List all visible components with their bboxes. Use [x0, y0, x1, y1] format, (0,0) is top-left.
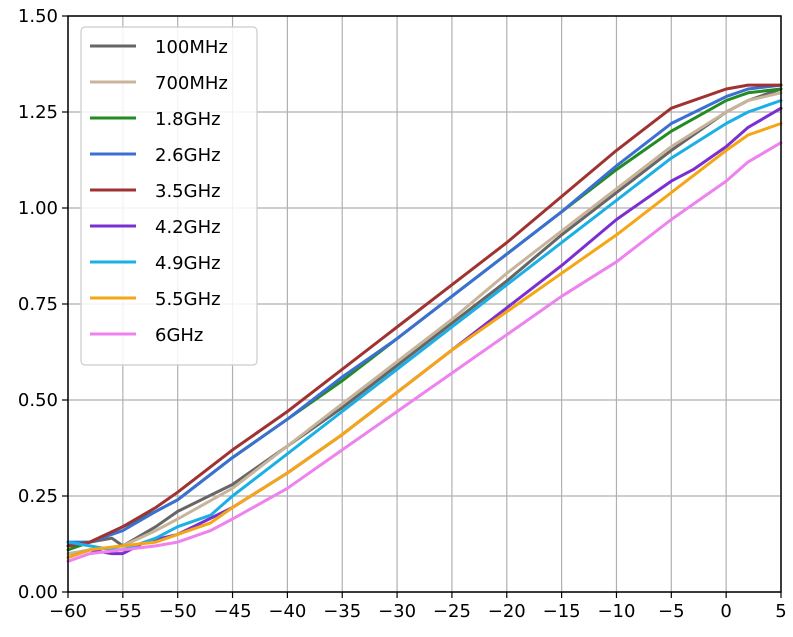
x-tick-label: 0	[720, 601, 731, 622]
x-tick-label: 5	[775, 601, 786, 622]
x-tick-label: −15	[543, 601, 581, 622]
legend-label: 4.2GHz	[155, 217, 221, 238]
series-line-6GHz	[66, 141, 783, 563]
x-tick-label: −55	[104, 601, 142, 622]
legend-label: 4.9GHz	[155, 253, 221, 274]
y-tick-label: 0.00	[18, 582, 58, 603]
y-tick-label: 1.50	[18, 6, 58, 27]
x-tick-label: −45	[214, 601, 252, 622]
series-line-5.5GHz	[66, 122, 783, 559]
axis-ticks: −60 −55 −50 −45 −40 −35 −30 −25 −20 −15 −10 −5 0 50.0…	[18, 6, 787, 622]
y-tick-label: 1.00	[18, 198, 58, 219]
legend-label: 3.5GHz	[155, 181, 221, 202]
legend-label: 5.5GHz	[155, 289, 221, 310]
legend: 100MHz 700MHz 1.8GHz 2.6GHz 3.5GHz 4.2GHz 4.9G…	[80, 26, 258, 366]
legend-label: 1.8GHz	[155, 109, 221, 130]
x-tick-label: −50	[159, 601, 197, 622]
legend-label: 2.6GHz	[155, 145, 221, 166]
x-tick-label: −30	[378, 601, 416, 622]
legend-label: 6GHz	[155, 325, 203, 346]
series-lines	[66, 83, 783, 563]
y-tick-label: 0.50	[18, 390, 58, 411]
x-tick-label: −10	[597, 601, 635, 622]
y-tick-label: 0.25	[18, 486, 58, 507]
y-tick-label: 1.25	[18, 102, 58, 123]
x-tick-label: −5	[658, 601, 685, 622]
x-tick-label: −40	[268, 601, 306, 622]
x-tick-label: −20	[488, 601, 526, 622]
legend-label: 100MHz	[155, 37, 228, 58]
series-line-3.5GHz	[66, 83, 783, 548]
x-tick-label: −60	[49, 601, 87, 622]
legend-label: 700MHz	[155, 73, 228, 94]
x-tick-label: −25	[433, 601, 471, 622]
y-tick-label: 0.75	[18, 294, 58, 315]
series-line-700MHz	[66, 91, 783, 556]
x-tick-label: −35	[323, 601, 361, 622]
legend-box	[80, 26, 258, 366]
series-line-2.6GHz	[66, 83, 783, 544]
